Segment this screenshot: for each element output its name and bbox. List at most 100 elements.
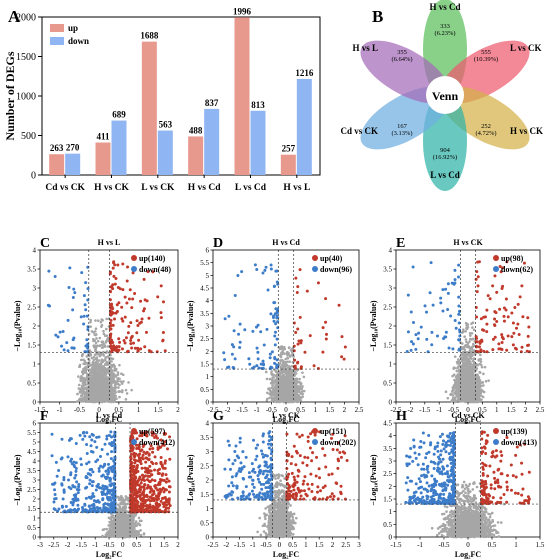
legend-label: down(48) (139, 265, 171, 274)
point-not-significant (108, 372, 112, 375)
point-up-regulated (111, 346, 115, 350)
point-not-significant (455, 379, 459, 383)
point-up-regulated (144, 330, 148, 334)
point-up-regulated (521, 315, 525, 319)
point-not-significant (102, 364, 106, 368)
point-not-significant (122, 380, 125, 383)
point-down-regulated (272, 319, 276, 323)
point-up-regulated (480, 328, 484, 332)
point-up-regulated (118, 340, 122, 344)
point-down-regulated (273, 330, 277, 334)
point-not-significant (279, 355, 283, 359)
point-up-regulated (504, 297, 508, 301)
point-not-significant (469, 365, 473, 369)
point-not-significant (99, 363, 103, 367)
point-down-regulated (83, 303, 87, 307)
y-tick-label: 0 (31, 171, 36, 182)
point-down-regulated (61, 329, 65, 333)
point-up-regulated (497, 342, 501, 346)
point-not-significant (283, 388, 287, 392)
point-up-regulated (131, 297, 135, 301)
point-down-regulated (84, 344, 88, 348)
point-not-significant (114, 394, 117, 398)
point-not-significant (91, 371, 95, 375)
point-not-significant (76, 392, 79, 396)
point-up-regulated (112, 274, 116, 278)
point-not-significant (284, 385, 287, 389)
x-tick-label: -2 (407, 406, 413, 414)
point-down-regulated (447, 346, 451, 350)
point-up-regulated (292, 321, 296, 325)
point-up-regulated (298, 268, 302, 272)
point-not-significant (83, 394, 87, 398)
panel-title: H vs CK (453, 238, 483, 247)
point-up-regulated (501, 284, 505, 288)
point-not-significant (469, 374, 473, 377)
point-up-regulated (126, 331, 130, 335)
y-tick-label: 2 (389, 323, 393, 331)
y-tick-label: 0.5 (200, 386, 209, 394)
point-down-regulated (48, 304, 52, 308)
point-not-significant (446, 396, 450, 400)
point-down-regulated (79, 315, 83, 319)
y-tick-label: 4.5 (200, 285, 209, 293)
point-down-regulated (259, 330, 263, 334)
point-not-significant (283, 364, 286, 368)
point-up-regulated (520, 345, 524, 349)
bar-up (95, 142, 111, 175)
y-tick-label: 0 (33, 399, 37, 407)
point-up-regulated (126, 265, 129, 269)
point-not-significant (77, 398, 81, 401)
point-up-regulated (292, 344, 296, 348)
point-down-regulated (65, 341, 69, 345)
point-not-significant (467, 372, 471, 376)
point-not-significant (117, 386, 120, 389)
point-not-significant (288, 382, 292, 386)
point-down-regulated (457, 348, 461, 352)
point-not-significant (280, 386, 284, 389)
point-down-regulated (276, 326, 280, 330)
x-tick-label: -1 (254, 406, 260, 414)
point-up-regulated (491, 284, 495, 288)
y-tick-label: 4 (206, 297, 210, 305)
point-not-significant (265, 398, 269, 402)
point-not-significant (96, 319, 100, 322)
point-down-regulated (238, 340, 242, 344)
point-up-regulated (321, 350, 325, 354)
point-not-significant (300, 387, 304, 390)
x-tick-label: -2 (225, 406, 231, 414)
legend-label: up (68, 23, 78, 33)
point-not-significant (464, 385, 468, 389)
point-up-regulated (494, 311, 498, 315)
point-up-regulated (109, 327, 113, 331)
point-up-regulated (296, 327, 300, 331)
point-down-regulated (261, 271, 265, 275)
point-not-significant (269, 389, 272, 393)
point-down-regulated (72, 287, 76, 291)
point-not-significant (479, 390, 483, 393)
bar-down (65, 153, 81, 175)
point-not-significant (272, 373, 276, 377)
legend-marker (131, 266, 137, 272)
venn-set-name: L vs CK (510, 43, 542, 53)
point-up-regulated (299, 341, 303, 345)
point-not-significant (98, 336, 102, 340)
point-not-significant (100, 325, 103, 328)
point-not-significant (465, 399, 469, 402)
point-not-significant (279, 361, 282, 365)
legend-label: down(96) (320, 265, 352, 274)
point-up-regulated (340, 355, 344, 359)
point-not-significant (286, 389, 289, 393)
point-not-significant (487, 379, 490, 382)
category-label: L vs Cd (235, 183, 267, 193)
point-not-significant (121, 373, 125, 377)
point-up-regulated (518, 295, 522, 299)
point-up-regulated (483, 315, 487, 319)
point-not-significant (457, 378, 461, 382)
point-not-significant (97, 389, 100, 392)
point-up-regulated (495, 290, 499, 294)
point-not-significant (274, 399, 278, 402)
point-down-regulated (269, 365, 273, 369)
legend-marker (312, 255, 318, 261)
point-up-regulated (485, 308, 489, 312)
